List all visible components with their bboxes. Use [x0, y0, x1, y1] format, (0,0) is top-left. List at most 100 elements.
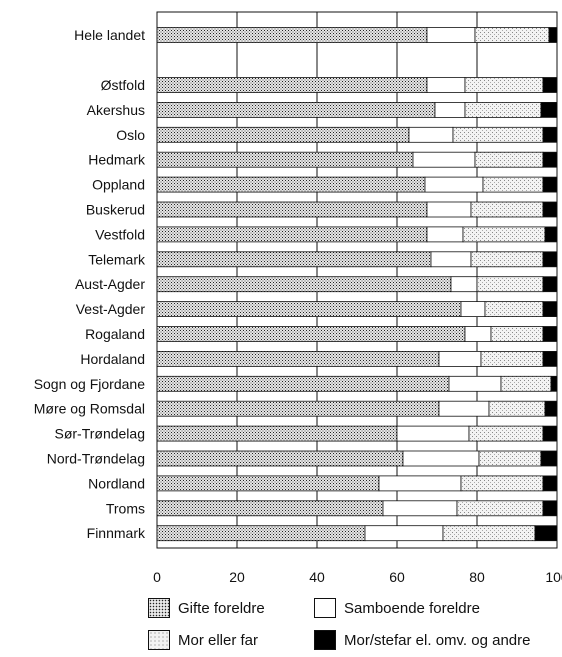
bar-segment-sambo: [426, 77, 466, 93]
bar-segment-sambo: [426, 226, 464, 243]
bars-group: [156, 27, 558, 542]
bar-segment-gifte: [156, 301, 462, 318]
bar-segment-gifte: [156, 176, 426, 193]
bar-segment-gifte: [156, 450, 404, 467]
category-label: Sogn og Fjordane: [34, 376, 146, 392]
bar-segment-sambo: [438, 350, 482, 367]
bar-segment-mor: [474, 27, 550, 43]
bar-segment-mor: [468, 425, 544, 442]
bar-segment-stefar: [542, 350, 558, 367]
category-label: Møre og Romsdal: [34, 401, 145, 417]
bar-segment-sambo: [438, 400, 490, 417]
gifte-swatch: [148, 598, 170, 618]
category-label: Buskerud: [86, 202, 145, 218]
bar-segment-mor: [478, 450, 542, 467]
bar-segment-stefar: [542, 276, 558, 293]
legend-item-gifte: Gifte foreldre: [148, 596, 265, 620]
bar-segment-stefar: [550, 375, 558, 392]
bar-segment-sambo: [396, 425, 470, 442]
bar-segment-stefar: [548, 27, 558, 43]
bar-segment-stefar: [542, 251, 558, 268]
x-tick-label: 80: [469, 569, 485, 585]
bar-segment-stefar: [544, 400, 558, 417]
x-tick-label: 20: [229, 569, 245, 585]
bar-segment-mor: [482, 176, 544, 193]
bar-segment-stefar: [542, 301, 558, 318]
category-label: Østfold: [101, 77, 145, 93]
legend-label-stefar: Mor/stefar el. omv. og andre: [344, 631, 531, 649]
category-label: Oppland: [92, 177, 145, 193]
x-tick-label: 0: [153, 569, 161, 585]
x-tick-label: 40: [309, 569, 325, 585]
bar-segment-mor: [470, 201, 544, 218]
bar-segment-mor: [474, 151, 544, 168]
legend-item-stefar: Mor/stefar el. omv. og andre: [314, 628, 530, 652]
bar-segment-stefar: [542, 176, 558, 193]
bar-segment-gifte: [156, 126, 410, 143]
bar-segment-stefar: [542, 151, 558, 168]
bar-segment-sambo: [364, 525, 444, 542]
bar-segment-mor: [484, 301, 544, 318]
bar-segment-sambo: [426, 27, 476, 43]
legend-item-sambo: Samboende foreldre: [314, 596, 480, 620]
stacked-bar-chart: Hele landet Østfold Akershus Oslo Hedmark Opp…: [34, 11, 562, 585]
bar-segment-gifte: [156, 400, 440, 417]
x-tick-label: 100: [545, 569, 562, 585]
category-label: Nord-Trøndelag: [47, 451, 145, 467]
category-label: Hedmark: [88, 152, 146, 168]
legend-item-mor: Mor eller far: [148, 628, 258, 652]
bar-segment-mor: [442, 525, 536, 542]
bar-segment-sambo: [448, 375, 502, 392]
bar-segment-gifte: [156, 102, 436, 118]
mor-swatch: [148, 630, 170, 650]
bar-segment-sambo: [464, 326, 492, 342]
bar-segment-mor: [460, 475, 544, 492]
legend-label-gifte: Gifte foreldre: [178, 599, 265, 617]
bar-segment-stefar: [540, 102, 558, 118]
bar-segment-sambo: [378, 475, 462, 492]
bar-segment-mor: [470, 251, 544, 268]
bar-segment-sambo: [460, 301, 486, 318]
bar-segment-gifte: [156, 151, 414, 168]
category-label: Oslo: [116, 127, 145, 143]
category-label: Nordland: [88, 475, 145, 491]
bar-segment-sambo: [424, 176, 484, 193]
legend: Gifte foreldre Samboende foreldre Mor el…: [0, 590, 562, 657]
bar-segment-gifte: [156, 425, 398, 442]
bar-segment-mor: [452, 126, 544, 143]
bar-segment-sambo: [412, 151, 476, 168]
bar-segment-stefar: [542, 500, 558, 517]
bar-segment-gifte: [156, 27, 428, 43]
bar-segment-gifte: [156, 77, 428, 93]
bar-segment-gifte: [156, 500, 384, 517]
category-label: Hele landet: [74, 27, 145, 43]
category-label: Telemark: [88, 251, 146, 267]
category-label: Vestfold: [95, 226, 145, 242]
bar-segment-sambo: [402, 450, 480, 467]
bar-segment-gifte: [156, 350, 440, 367]
bar-segment-mor: [462, 226, 546, 243]
category-label: Hordaland: [80, 351, 145, 367]
bar-segment-mor: [488, 400, 546, 417]
x-axis-ticks: 0 20 40 60 80 100: [153, 569, 562, 585]
bar-segment-sambo: [426, 201, 472, 218]
bar-segment-sambo: [430, 251, 472, 268]
bar-segment-sambo: [408, 126, 454, 143]
legend-label-mor: Mor eller far: [178, 631, 259, 649]
bar-segment-gifte: [156, 525, 366, 542]
bar-segment-stefar: [542, 326, 558, 342]
bar-segment-stefar: [542, 425, 558, 442]
legend-label-sambo: Samboende foreldre: [344, 599, 480, 617]
bar-segment-gifte: [156, 201, 428, 218]
bar-segment-stefar: [542, 126, 558, 143]
bar-segment-mor: [490, 326, 544, 342]
bar-segment-mor: [476, 276, 544, 293]
bar-segment-gifte: [156, 475, 380, 492]
bar-segment-sambo: [434, 102, 466, 118]
category-label: Sør-Trøndelag: [54, 426, 145, 442]
category-label: Troms: [106, 500, 145, 516]
bar-segment-mor: [464, 102, 542, 118]
bar-segment-mor: [464, 77, 544, 93]
bar-segment-stefar: [534, 525, 558, 542]
stefar-swatch: [314, 630, 336, 650]
